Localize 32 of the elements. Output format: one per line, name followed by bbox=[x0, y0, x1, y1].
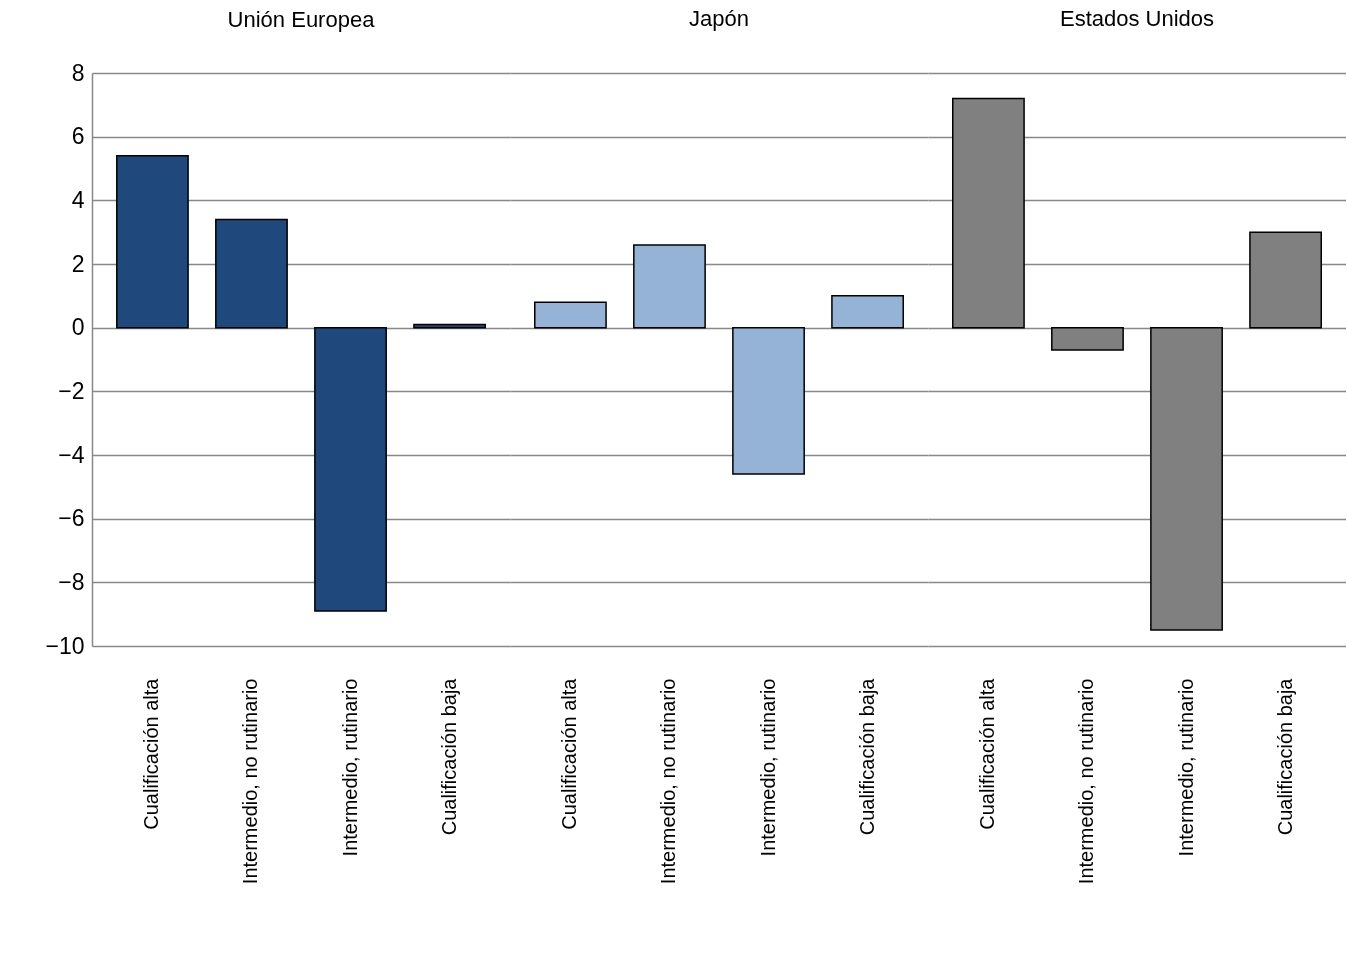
chart-title: Unión Europea bbox=[227, 7, 376, 32]
x-tick-label: Intermedio, no rutinario bbox=[239, 678, 262, 885]
bar bbox=[732, 326, 805, 475]
chart-title: Japón bbox=[689, 6, 749, 31]
x-tick-label: Intermedio, rutinario bbox=[1174, 678, 1197, 857]
x-tick-label: Intermedio, no rutinario bbox=[657, 678, 680, 885]
bar bbox=[215, 218, 288, 329]
x-tick-label: Intermedio, no rutinario bbox=[1075, 678, 1098, 885]
x-tick-label: Cualificación baja bbox=[437, 677, 460, 836]
y-tick-label: 0 bbox=[71, 314, 85, 341]
chart-title: Estados Unidos bbox=[1059, 6, 1215, 31]
y-tick-label: −6 bbox=[58, 505, 85, 532]
y-tick-label: −8 bbox=[58, 568, 85, 595]
y-tick-label: 4 bbox=[71, 186, 85, 213]
x-tick-label: Cualificación alta bbox=[140, 677, 163, 830]
bar bbox=[314, 326, 387, 612]
bar bbox=[831, 295, 904, 329]
x-tick-label: Cualificación alta bbox=[976, 677, 999, 830]
y-tick-label: −10 bbox=[45, 632, 85, 659]
x-tick-label: Cualificación alta bbox=[558, 677, 581, 830]
bar bbox=[534, 301, 607, 329]
x-tick-label: Cualificación baja bbox=[855, 677, 878, 836]
y-tick-label: 6 bbox=[71, 123, 85, 150]
y-tick-label: −2 bbox=[58, 377, 85, 404]
x-tick-label: Cualificación baja bbox=[1273, 677, 1296, 836]
x-tick-label: Intermedio, rutinario bbox=[338, 678, 361, 857]
bar bbox=[116, 155, 189, 329]
y-tick-label: −4 bbox=[58, 441, 85, 468]
y-tick-label: 8 bbox=[71, 59, 85, 86]
y-tick-label: 2 bbox=[71, 250, 85, 277]
bar bbox=[633, 244, 706, 329]
x-tick-label: Intermedio, rutinario bbox=[756, 678, 779, 857]
